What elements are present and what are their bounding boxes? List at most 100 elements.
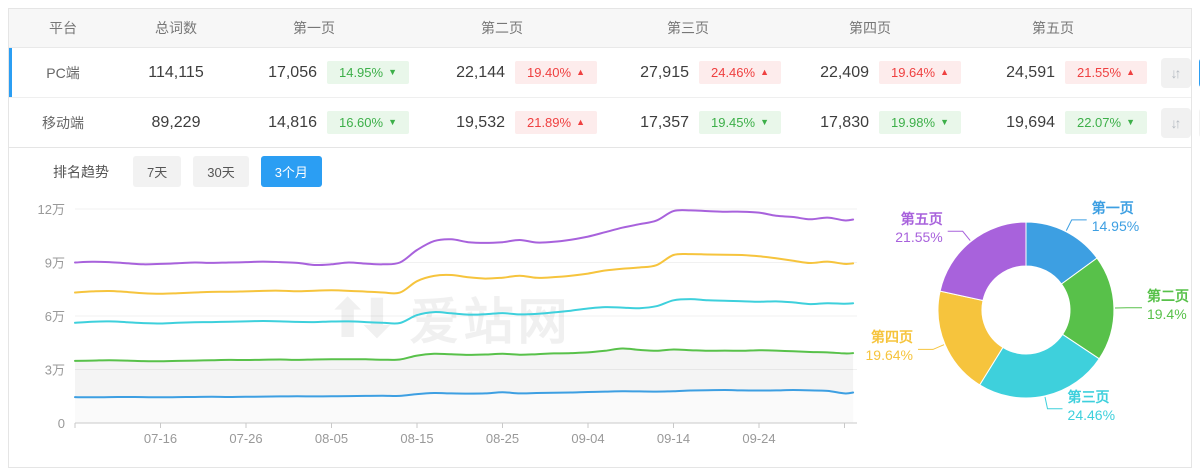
trend-line-第五页	[74, 209, 855, 267]
page5-cell: 24,591 21.55% ▲	[975, 61, 1161, 84]
page4-count: 22,409	[820, 63, 869, 81]
arrow-up-icon: ▲	[576, 117, 585, 127]
donut-svg	[918, 219, 1142, 410]
sort-button[interactable]: ↓↑	[1161, 107, 1191, 138]
rank-table: 平台 总词数 第一页 第二页 第三页 第四页 第五页 PC端 114,115 17,…	[9, 9, 1200, 148]
change-percent: 19.40%	[526, 65, 572, 80]
page2-cell: 19,532 21.89% ▲	[423, 111, 611, 134]
x-axis-label: 07-16	[144, 431, 177, 446]
page3-count: 17,357	[640, 113, 689, 131]
y-axis-label: 12万	[38, 202, 65, 217]
arrow-up-icon: ▲	[576, 67, 585, 77]
arrow-down-icon: ▼	[388, 117, 397, 127]
donut-leader-line	[1065, 219, 1087, 231]
donut-label-name: 第四页	[870, 329, 913, 346]
page1-cell: 17,056 14.95% ▼	[235, 61, 423, 84]
platform-label: 移动端	[42, 114, 84, 131]
page3-cell: 27,915 24.46% ▲	[611, 61, 795, 84]
page3-cell: 17,357 19.45% ▼	[611, 111, 795, 134]
change-percent: 19.98%	[890, 115, 936, 130]
x-axis-label: 07-26	[229, 431, 262, 446]
page5-change-badge: 21.55% ▲	[1065, 61, 1147, 84]
trend-line-第三页	[74, 298, 855, 325]
seo-rank-panel: 平台 总词数 第一页 第二页 第三页 第四页 第五页 PC端 114,115 17,…	[8, 8, 1200, 468]
trend-line-第二页	[74, 347, 855, 363]
page-distribution-donut: 第一页 14.95% 第二页 19.4% 第三页 24.46% 第四页 19.64% 第五页 21…	[859, 188, 1191, 450]
arrow-down-icon: ▼	[388, 67, 397, 77]
arrow-down-icon: ▼	[940, 117, 949, 127]
donut-label-name: 第三页	[1067, 388, 1110, 405]
trend-line-第四页	[74, 252, 855, 295]
trend-line-chart: 0 3万 6万 9万 12万 07-16 07-26 08-05 08-15 08-25 09-04…	[38, 202, 857, 446]
x-axis-label: 09-14	[657, 431, 690, 446]
change-percent: 19.45%	[710, 115, 756, 130]
trend-section: 排名趋势 7天 30天 3个月 ⬆⬇ 爱站网 0 3万 6万 9万 12万 07-16 07…	[9, 148, 1191, 467]
rank-table-header: 平台 总词数 第一页 第二页 第三页 第四页 第五页	[9, 9, 1191, 48]
change-percent: 19.64%	[890, 65, 936, 80]
change-percent: 24.46%	[710, 65, 756, 80]
arrow-up-icon: ▲	[1126, 67, 1135, 77]
arrow-up-icon: ▲	[760, 67, 769, 77]
arrow-down-icon: ▼	[760, 117, 769, 127]
page2-change-badge: 21.89% ▲	[515, 111, 597, 134]
sort-button[interactable]: ↓↑	[1161, 57, 1191, 88]
page1-change-badge: 14.95% ▼	[327, 61, 409, 84]
change-percent: 22.07%	[1076, 115, 1122, 130]
sort-icon: ↓↑	[1170, 64, 1182, 81]
table-row-mobile[interactable]: 移动端 89,229 14,816 16.60% ▼ 19,532 21.89% ▲ 17,35…	[9, 98, 1200, 147]
donut-slice-page5[interactable]	[939, 221, 1027, 302]
donut-leader-line	[918, 344, 945, 350]
trend-line-第一页	[74, 389, 855, 399]
page4-cell: 17,830 19.98% ▼	[795, 111, 975, 134]
page5-cell: 19,694 22.07% ▼	[975, 111, 1161, 134]
change-percent: 21.89%	[526, 115, 572, 130]
x-axis-label: 09-24	[742, 431, 775, 446]
aizhan-logo-icon: ⬆⬇	[325, 288, 400, 349]
donut-label-name: 第五页	[900, 211, 943, 228]
donut-label-page3: 第三页 24.46%	[1068, 388, 1115, 424]
page4-change-badge: 19.98% ▼	[879, 111, 961, 134]
watermark-text: 爱站网	[409, 294, 572, 350]
arrow-down-icon: ▼	[1126, 117, 1135, 127]
arrow-up-icon: ▲	[940, 67, 949, 77]
page1-count: 17,056	[268, 63, 317, 81]
donut-label-percent: 24.46%	[1067, 406, 1116, 423]
col-header-page3: 第三页	[667, 20, 709, 36]
table-row-pc[interactable]: PC端 114,115 17,056 14.95% ▼ 22,144 19.40% ▲ 27,9…	[9, 48, 1200, 98]
rank-table-body: PC端 114,115 17,056 14.95% ▼ 22,144 19.40% ▲ 27,9…	[9, 48, 1200, 147]
page5-change-badge: 22.07% ▼	[1065, 111, 1147, 134]
page3-change-badge: 19.45% ▼	[699, 111, 781, 134]
donut-slice-page3[interactable]	[979, 333, 1100, 399]
donut-label-page1: 第一页 14.95%	[1092, 199, 1139, 235]
page1-cell: 14,816 16.60% ▼	[235, 111, 423, 134]
row-actions: ↓↑	[1161, 57, 1200, 88]
y-axis-label: 3万	[45, 363, 65, 378]
page1-count: 14,816	[268, 113, 317, 131]
y-axis-label: 6万	[45, 309, 65, 324]
change-percent: 21.55%	[1076, 65, 1122, 80]
page3-count: 27,915	[640, 63, 689, 81]
x-axis-label: 08-05	[315, 431, 348, 446]
range-button-30d[interactable]: 30天	[193, 156, 249, 187]
platform-label: PC端	[46, 64, 80, 81]
range-button-7d[interactable]: 7天	[133, 156, 182, 187]
page5-count: 24,591	[1006, 63, 1055, 81]
range-button-3m[interactable]: 3个月	[260, 156, 322, 187]
donut-label-page2: 第二页 19.4%	[1147, 287, 1189, 323]
page2-count: 22,144	[456, 63, 505, 81]
area-fill-第一页	[75, 390, 854, 423]
col-header-total-words: 总词数	[155, 20, 197, 36]
x-axis-label: 09-04	[571, 431, 604, 446]
page3-change-badge: 24.46% ▲	[699, 61, 781, 84]
col-header-page4: 第四页	[849, 20, 891, 36]
col-header-page5: 第五页	[1032, 20, 1074, 36]
aizhan-watermark: ⬆⬇ 爱站网	[325, 282, 572, 354]
page5-count: 19,694	[1006, 113, 1055, 131]
y-axis-label: 0	[58, 416, 65, 431]
col-header-page2: 第二页	[481, 20, 523, 36]
donut-label-page5: 第五页 21.55%	[895, 210, 942, 246]
page2-cell: 22,144 19.40% ▲	[423, 61, 611, 84]
trend-header: 排名趋势 7天 30天 3个月	[53, 156, 334, 187]
page1-change-badge: 16.60% ▼	[327, 111, 409, 134]
x-axis-label: 08-25	[486, 431, 519, 446]
